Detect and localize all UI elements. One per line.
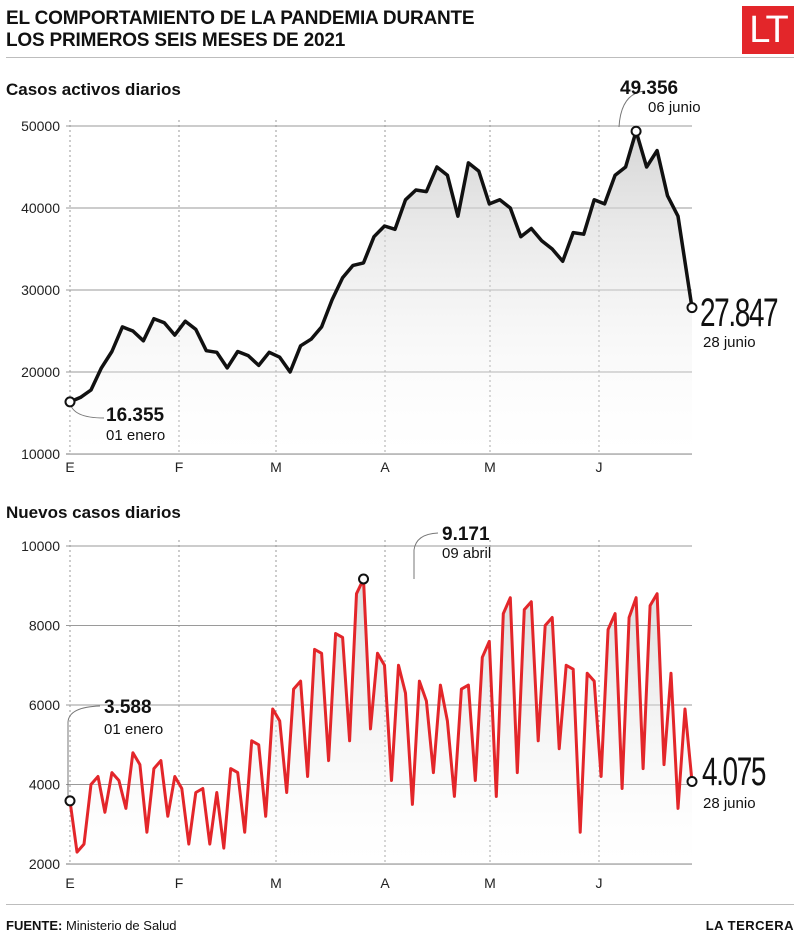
- y-tick-label: 10000: [21, 446, 60, 462]
- panel-title: Nuevos casos diarios: [6, 503, 181, 522]
- annotation-date: 06 junio: [648, 99, 701, 116]
- source-text: Ministerio de Salud: [65, 918, 177, 933]
- x-tick-label: J: [596, 459, 603, 475]
- x-tick-label: F: [175, 459, 184, 475]
- data-point-marker: [64, 795, 76, 807]
- data-point-marker: [686, 302, 698, 314]
- y-tick-label: 50000: [21, 118, 60, 134]
- y-tick-label: 10000: [21, 538, 60, 554]
- annotation-date: 28 junio: [703, 795, 756, 812]
- annotation-value: 27.847: [700, 291, 778, 335]
- data-point-marker: [358, 573, 370, 585]
- x-tick-label: E: [65, 875, 74, 891]
- la-tercera-logo: LT: [742, 6, 794, 54]
- annotation-value: 49.356: [620, 78, 678, 99]
- x-tick-label: M: [484, 875, 496, 891]
- series-line: [68, 129, 694, 404]
- source-label: FUENTE:: [6, 918, 63, 933]
- annotation-value: 3.588: [104, 697, 152, 718]
- title-line-2: LOS PRIMEROS SEIS MESES DE 2021: [6, 30, 346, 51]
- title-line-1: EL COMPORTAMIENTO DE LA PANDEMIA DURANTE: [6, 8, 475, 29]
- annotation-value: 9.171: [442, 524, 490, 545]
- x-tick-label: M: [270, 875, 282, 891]
- x-tick-label: A: [380, 459, 390, 475]
- data-point-marker: [686, 776, 698, 788]
- annotation-date: 09 abril: [442, 545, 491, 562]
- x-tick-label: A: [380, 875, 390, 891]
- y-tick-label: 2000: [29, 856, 60, 872]
- callout-line: [67, 705, 101, 801]
- x-tick-label: M: [270, 459, 282, 475]
- y-tick-label: 30000: [21, 282, 60, 298]
- brand-name: LA TERCERA: [705, 918, 794, 933]
- header-divider: [6, 57, 794, 58]
- series-area: [70, 579, 692, 864]
- x-tick-label: J: [596, 875, 603, 891]
- annotation-date: 01 enero: [104, 721, 163, 738]
- panel-title: Casos activos diarios: [6, 80, 181, 99]
- annotation-date: 01 enero: [106, 427, 165, 444]
- data-point-marker: [630, 125, 642, 137]
- y-tick-label: 6000: [29, 697, 60, 713]
- data-point-marker: [64, 396, 76, 408]
- y-tick-label: 4000: [29, 777, 60, 793]
- annotation-value: 4.075: [702, 750, 765, 794]
- x-tick-label: F: [175, 875, 184, 891]
- series-line: [68, 577, 694, 854]
- footer-divider: [6, 904, 794, 905]
- callout-line: [413, 532, 439, 579]
- callout-line: [618, 90, 646, 128]
- annotation-date: 28 junio: [703, 334, 756, 351]
- annotation-value: 16.355: [106, 405, 165, 426]
- chart-title: EL COMPORTAMIENTO DE LA PANDEMIA DURANTE…: [6, 8, 706, 52]
- series-area: [70, 131, 692, 455]
- y-tick-label: 20000: [21, 364, 60, 380]
- y-tick-label: 40000: [21, 200, 60, 216]
- source-note: FUENTE: Ministerio de Salud: [6, 918, 177, 933]
- y-tick-label: 8000: [29, 618, 60, 634]
- x-tick-label: E: [65, 459, 74, 475]
- x-tick-label: M: [484, 459, 496, 475]
